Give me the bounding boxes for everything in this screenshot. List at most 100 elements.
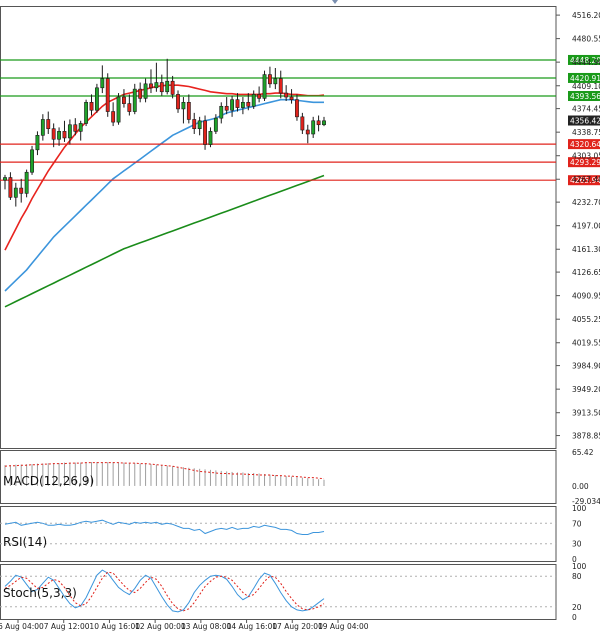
rsi-tick-label: 0 [572,555,577,564]
bull-candle [35,135,40,151]
bear-candle [8,177,13,198]
resistance-level-tag [568,91,600,102]
resistance-level-label: 4420.91 [570,74,600,83]
time-tick-label: 10 Aug 16:00 [89,622,140,631]
support-level-tag [568,157,600,168]
price-tick-label: 4126.65 [572,268,600,277]
bear-candle [51,128,56,140]
bull-candle [311,120,316,135]
bear-candle [176,94,180,110]
rsi-panel: 100 70 30 0 RSI(14) [0,504,587,564]
moving-average-line-2 [4,98,324,292]
bull-candle [132,88,137,112]
stoch-tick-label: 0 [572,613,577,622]
bear-candle [268,74,272,85]
bull-candle [100,78,105,89]
macd-tick-label: 65.42 [572,448,594,457]
bear-candle [149,83,153,89]
bear-candle [257,94,262,99]
support-level-label: 4320.64 [570,140,600,149]
current-price-label: 4356.42 [570,117,600,126]
bull-candle [240,102,245,108]
bear-candle [138,88,143,99]
time-tick-label: 6 Aug 04:00 [0,622,44,631]
price-tick-label: 3878.85 [572,432,600,441]
moving-average-line-3 [4,174,325,308]
stoch-panel-border [0,564,557,620]
stoch-tick-label: 20 [572,603,582,612]
current-price-tag [568,115,600,126]
macd-panel: 65.42 0.00 -29.034 MACD(12,26,9) [3,448,600,506]
price-tick-label: 4232.70 [572,198,600,207]
bear-candle [316,120,321,126]
support-level-tag [568,175,600,186]
bear-candle [235,99,240,108]
rsi-tick-label: 30 [572,540,582,549]
price-tick-label: 4303.05 [572,152,600,161]
bull-candle [94,87,99,111]
bear-candle [19,187,24,194]
bull-candle [181,102,186,110]
resistance-level-label: 4448.20 [570,56,600,65]
resistance-level-tag [568,72,600,83]
time-tick-label: 13 Aug 08:00 [181,622,232,631]
macd-signal-line [4,462,325,480]
price-panel [0,0,557,620]
price-tick-label: 4161.30 [572,245,600,254]
macd-label: MACD(12,26,9) [3,474,94,488]
bear-candle [127,103,132,112]
bear-candle [170,80,175,95]
moving-average-line-1 [4,84,325,251]
bear-candle [289,96,294,100]
rsi-panel-border [0,506,557,562]
time-tick-label: 17 Aug 20:00 [272,622,323,631]
bull-candle [57,131,61,140]
bear-candle [105,78,110,112]
rsi-line [4,519,325,535]
bear-candle [89,102,94,111]
bull-candle [262,74,267,99]
time-tick-label: 19 Aug 04:00 [318,622,369,631]
stoch-main-line [4,569,325,613]
time-tick-label: 14 Aug 16:00 [227,622,278,631]
macd-tick-label: -29.034 [572,497,600,506]
bull-candle [24,171,29,194]
price-tick-label: 4055.25 [572,315,600,324]
bull-candle [154,82,159,89]
scroll-marker-icon [332,0,338,4]
bull-candle [208,131,213,145]
bull-candle [197,120,202,130]
price-tick-label: 4516.20 [572,11,600,20]
bear-candle [295,99,299,118]
resistance-level-tag [568,54,600,65]
bull-candle [230,99,235,111]
macd-tick-label: 0.00 [572,482,589,491]
bull-candle [67,124,72,139]
bear-candle [73,124,78,132]
bear-candle [278,78,283,94]
resistance-level-label: 4393.56 [570,92,600,101]
price-tick-label: 4480.55 [572,35,600,44]
bull-candle [30,149,34,173]
candles [3,58,326,207]
bear-candle [305,129,310,135]
price-tick-label: 4019.55 [572,339,600,348]
stoch-tick-label: 80 [572,572,582,581]
time-tick-label: 7 Aug 12:00 [44,622,90,631]
bull-candle [3,177,7,181]
bull-candle [322,120,326,126]
bear-candle [122,96,126,104]
rsi-tick-label: 70 [572,519,582,528]
support-level-label: 4265.94 [570,176,600,185]
time-tick-label: 12 Aug 00:00 [135,622,186,631]
bear-candle [203,120,207,145]
bull-candle [219,105,224,119]
support-level-label: 4293.29 [570,158,600,167]
price-panel-border [0,6,557,449]
support-level-tag [568,139,600,150]
bear-candle [224,105,229,111]
price-tick-label: 4338.75 [572,128,600,137]
